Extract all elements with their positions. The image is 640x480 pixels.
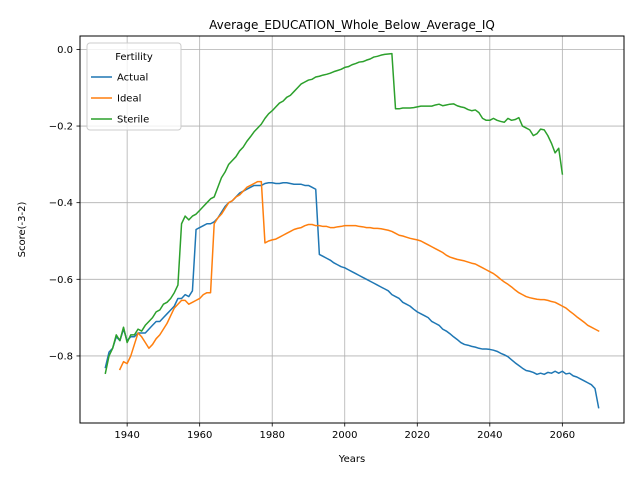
y-tick-label: 0.0 <box>57 45 73 56</box>
x-axis: 1940 1960 1980 2000 2020 2040 2060 <box>114 423 575 441</box>
series-line-ideal <box>118 180 600 371</box>
legend-label-actual: Actual <box>117 73 148 84</box>
chart-title: Average_EDUCATION_Whole_Below_Average_IQ <box>209 18 495 32</box>
y-tick-label: −0.6 <box>49 275 73 286</box>
y-axis-label: Score(-3-2) <box>17 202 28 258</box>
x-tick-label: 1980 <box>259 430 284 441</box>
x-tick-label: 2040 <box>477 430 502 441</box>
y-tick-label: −0.8 <box>49 351 73 362</box>
series-line-sterile <box>104 52 564 375</box>
legend: Fertility Actual Ideal Sterile <box>86 42 182 131</box>
plot-area-frame <box>79 35 625 424</box>
y-tick-label: −0.4 <box>49 198 73 209</box>
x-tick-label: 2060 <box>550 430 575 441</box>
legend-box <box>86 42 182 131</box>
y-axis: 0.0 −0.2 −0.4 −0.6 −0.8 <box>49 45 80 362</box>
legend-title: Fertility <box>115 52 153 63</box>
x-axis-label: Years <box>338 454 365 465</box>
legend-label-ideal: Ideal <box>117 94 141 105</box>
x-tick-label: 2000 <box>332 430 357 441</box>
y-tick-label: −0.2 <box>49 122 73 133</box>
x-tick-label: 1960 <box>187 430 212 441</box>
series-lines <box>104 52 600 409</box>
legend-label-sterile: Sterile <box>117 115 149 126</box>
x-tick-label: 2020 <box>405 430 430 441</box>
x-tick-label: 1940 <box>114 430 139 441</box>
series-line-actual <box>104 182 600 409</box>
